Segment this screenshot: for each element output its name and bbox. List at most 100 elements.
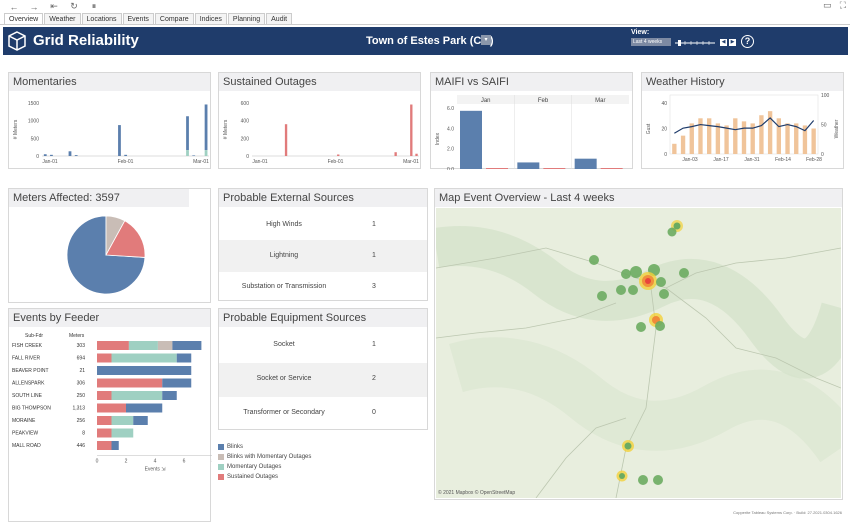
source-row: Substation or Transmission 3 (219, 271, 427, 303)
bar (50, 154, 53, 156)
tab-bar: Overview Weather Locations Events Compar… (0, 13, 850, 25)
bar (186, 150, 189, 156)
feeder-name: MORAINE (12, 418, 36, 424)
x-tick-label: 0 (96, 459, 99, 465)
bar (118, 125, 121, 156)
bar-segment (133, 416, 148, 425)
legend-item[interactable]: Blinks (218, 442, 311, 452)
source-label: High Winds (266, 221, 302, 228)
feeder-name: BIG THOMPSON (12, 406, 51, 412)
legend-item[interactable]: Sustained Outages (218, 472, 311, 482)
y2-tick-label: 50 (821, 123, 827, 129)
fullscreen-icon[interactable]: ⛶ (839, 0, 846, 10)
source-row: Transformer or Secondary 0 (219, 397, 427, 431)
tab-weather[interactable]: Weather (44, 13, 81, 24)
x-tick-label: 2 (125, 459, 128, 465)
series-line (674, 117, 815, 134)
tab-locations[interactable]: Locations (81, 13, 122, 24)
x-tick-label: Jan-01 (252, 159, 268, 165)
x-tick-label: 4 (154, 459, 157, 465)
map-canvas (436, 208, 841, 498)
external-sources-title: Probable External Sources (219, 189, 427, 207)
feeder-name: FISH CREEK (12, 343, 43, 349)
source-row: High Winds 1 (219, 209, 427, 241)
forward-icon[interactable]: → (29, 1, 39, 12)
feeder-meters: 250 (77, 393, 86, 399)
back-icon[interactable]: ← (9, 1, 19, 12)
col-subfdr: Sub-Fdr (25, 333, 44, 339)
y-tick-label: 400 (241, 119, 250, 125)
first-icon[interactable]: ⇤ (50, 1, 58, 11)
feeder-meters: 8 (82, 431, 85, 437)
help-icon[interactable]: ? (741, 35, 754, 48)
legend-item[interactable]: Momentary Outages (218, 462, 311, 472)
feeder-meters: 694 (77, 356, 86, 362)
feeder-meters: 446 (77, 443, 86, 449)
tab-compare[interactable]: Compare (154, 13, 194, 24)
date-slider[interactable] (675, 39, 715, 47)
bar (486, 168, 508, 169)
y2-axis-label: Weather (834, 119, 840, 138)
bar-segment (97, 441, 112, 450)
source-row: Socket or Service 2 (219, 363, 427, 397)
feeder-name: BEAVER POINT (12, 368, 49, 374)
y-tick-label: 200 (241, 136, 250, 142)
bar (574, 158, 597, 169)
feeder-meters: 256 (77, 418, 86, 424)
next-icon[interactable]: ▶ (729, 39, 736, 46)
maifi-panel: MAIFI vs SAIFI Jan Feb Mar 6.0 4.0 2.0 0.0 Inde… (430, 72, 633, 170)
x-tick-label: Feb-01 (328, 159, 344, 165)
town-name: Town of Estes Park (CO) (366, 35, 494, 47)
bar-segment (172, 341, 202, 350)
source-label: Socket or Service (256, 375, 312, 382)
bar-segment (97, 428, 112, 438)
bar-segment (97, 403, 126, 413)
bar (124, 154, 128, 156)
view-label: View: (631, 29, 650, 36)
legend-swatch (218, 474, 224, 480)
bar-segment (111, 428, 134, 438)
town-dropdown-icon[interactable]: ▾ (481, 35, 491, 45)
legend-item[interactable]: Blinks with Momentary Outages (218, 452, 311, 462)
tab-events[interactable]: Events (122, 13, 154, 24)
bar (192, 155, 196, 156)
tab-audit[interactable]: Audit (266, 13, 293, 24)
meters-pie-chart (66, 215, 146, 295)
y-tick-label: 6.0 (447, 106, 454, 112)
bar (802, 125, 808, 154)
category-label: Feb (538, 98, 549, 104)
cube-icon (8, 31, 26, 51)
view-select[interactable]: Last 4 weeks (631, 38, 671, 46)
weather-chart: 40 20 0 100 50 0 Gust Weather Jan-03 Jan-17 Jan-31… (646, 93, 840, 163)
maifi-title: MAIFI vs SAIFI (431, 73, 632, 91)
y-tick-label: 600 (241, 101, 250, 107)
bar (68, 151, 72, 156)
tab-indices[interactable]: Indices (194, 13, 227, 24)
y-tick-label: 500 (31, 136, 40, 142)
y-tick-label: 20 (661, 127, 667, 133)
app-title: Grid Reliability (33, 32, 139, 49)
reload-icon[interactable]: ↻ (70, 1, 78, 11)
y-tick-label: 2.0 (447, 147, 454, 153)
equipment-sources-title: Probable Equipment Sources (219, 309, 427, 327)
external-sources-panel: Probable External Sources High Winds 1 L… (218, 188, 428, 301)
y2-tick-label: 100 (821, 93, 830, 99)
y-tick-label: 0 (246, 154, 249, 160)
y-axis-label: Index (435, 132, 441, 145)
x-tick-label: Mar-01 (403, 159, 419, 165)
event-map[interactable]: © 2021 Mapbox © OpenStreetMap (436, 208, 841, 498)
tab-overview[interactable]: Overview (4, 13, 44, 24)
x-tick-label: Mar-01 (193, 159, 209, 165)
pause-icon[interactable]: ⏸ (91, 1, 97, 11)
prev-icon[interactable]: ◀ (720, 39, 727, 46)
bar-segment (126, 403, 163, 413)
events-legend: Blinks Blinks with Momentary Outages Mom… (218, 442, 311, 482)
browser-toolbar: ← → ⇤ ↻ ⏸ ▭ ⛶ (0, 0, 850, 13)
source-value: 1 (372, 341, 376, 348)
source-row: Lightning 1 (219, 240, 427, 272)
tab-planning[interactable]: Planning (227, 13, 266, 24)
dashboard-header: Grid Reliability Town of Estes Park (CO)… (3, 27, 848, 55)
comment-icon[interactable]: ▭ (823, 0, 832, 10)
